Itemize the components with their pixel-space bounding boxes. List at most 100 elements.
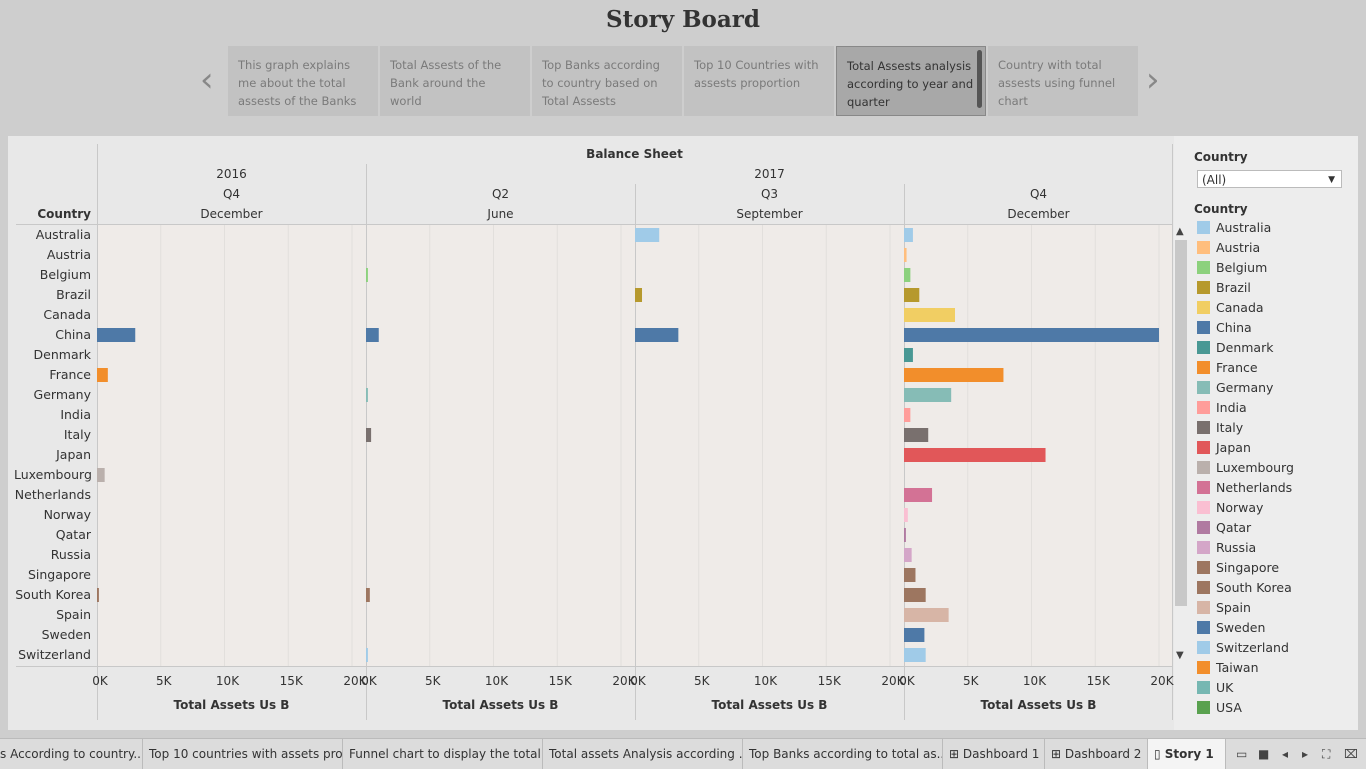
legend-swatch	[1197, 401, 1210, 414]
x-tick-label: 20K	[343, 674, 367, 688]
story-point-2-text: Total Assests of the Bank around the wor…	[390, 58, 502, 108]
row-label: Norway	[43, 507, 91, 522]
fullscreen-icon[interactable]: ⛶	[1322, 747, 1331, 761]
x-tick-label: 15K	[817, 674, 841, 688]
legend-swatch	[1197, 681, 1210, 694]
x-axis-title: Total Assets Us B	[980, 698, 1097, 712]
row-label: Qatar	[55, 527, 91, 542]
legend-label: Singapore	[1216, 560, 1280, 575]
scroll-down-icon[interactable]: ▼	[1176, 650, 1184, 661]
legend-swatch	[1197, 341, 1210, 354]
quarter-header: Q4	[1029, 187, 1048, 201]
story-point-2[interactable]: Total Assests of the Bank around the wor…	[380, 46, 530, 116]
row-header: Country	[37, 207, 91, 221]
year-header: 2017	[754, 167, 785, 181]
tab-sheet-2[interactable]: Top 10 countries with assets pro...	[143, 739, 343, 769]
story-point-6[interactable]: Country with total assests using funnel …	[988, 46, 1138, 116]
legend-label: Australia	[1216, 220, 1272, 235]
x-tick-label: 0K	[92, 674, 108, 688]
row-label: South Korea	[15, 587, 91, 602]
legend-label: Netherlands	[1216, 480, 1293, 495]
x-axis-title: Total Assets Us B	[442, 698, 559, 712]
legend-label: Russia	[1216, 540, 1257, 555]
tab-label: Top Banks according to total as...	[749, 747, 943, 761]
tab-sheet-3[interactable]: Funnel chart to display the total ...	[343, 739, 543, 769]
scrollbar-thumb[interactable]	[1175, 240, 1187, 606]
month-header: September	[736, 207, 803, 221]
row-label: Italy	[63, 427, 91, 442]
story-point-3[interactable]: Top Banks according to country based on …	[532, 46, 682, 116]
legend-label: Austria	[1216, 240, 1261, 255]
tab-sheet-1[interactable]: s According to country...	[0, 739, 143, 769]
tab-dashboard-2[interactable]: ⊞ Dashboard 2	[1045, 739, 1148, 769]
scroll-up-icon[interactable]: ▲	[1176, 226, 1184, 237]
x-tick-label: 5K	[693, 674, 710, 688]
legend-label: Luxembourg	[1216, 460, 1294, 475]
x-tick-label: 15K	[548, 674, 572, 688]
x-axis-title: Total Assets Us B	[173, 698, 290, 712]
x-tick-label: 15K	[279, 674, 303, 688]
chart-panel	[8, 136, 1358, 730]
legend-label: Norway	[1216, 500, 1264, 515]
legend-swatch	[1197, 661, 1210, 674]
row-label: Brazil	[56, 287, 91, 302]
x-tick-label: 0K	[899, 674, 915, 688]
legend-swatch	[1197, 641, 1210, 654]
legend-label: France	[1216, 360, 1258, 375]
x-axis-title: Total Assets Us B	[711, 698, 828, 712]
x-tick-label: 15K	[1086, 674, 1110, 688]
row-label: Japan	[56, 447, 91, 462]
sheet-tab-bar: s According to country... Top 10 countri…	[0, 738, 1366, 769]
row-label: Netherlands	[14, 487, 91, 502]
tabs-icon[interactable]: ■	[1258, 747, 1270, 761]
legend-label: South Korea	[1216, 580, 1292, 595]
quarter-header: Q2	[491, 187, 510, 201]
filmstrip-icon[interactable]: ▭	[1236, 747, 1248, 761]
row-label: Australia	[35, 227, 91, 242]
legend-swatch	[1197, 381, 1210, 394]
tab-story-1[interactable]: ▯ Story 1	[1148, 739, 1226, 769]
story-point-5[interactable]: Total Assests analysis according to year…	[836, 46, 986, 116]
row-label: Luxembourg	[14, 467, 92, 482]
x-tick-label: 20K	[881, 674, 905, 688]
legend-swatch	[1197, 621, 1210, 634]
legend-label: Brazil	[1216, 280, 1251, 295]
story-point-1[interactable]: This graph explains me about the total a…	[228, 46, 378, 116]
story-point-scrollbar[interactable]	[977, 50, 982, 108]
story-point-4[interactable]: Top 10 Countries with assests proportion	[684, 46, 834, 116]
x-tick-label: 0K	[630, 674, 646, 688]
tab-sheet-5[interactable]: Top Banks according to total as...	[743, 739, 943, 769]
chart-title: Balance Sheet	[586, 147, 683, 161]
story-point-4-text: Top 10 Countries with assests proportion	[694, 58, 819, 90]
legend-swatch	[1197, 501, 1210, 514]
tab-label: Dashboard 1	[962, 747, 1040, 761]
country-filter-dropdown[interactable]: (All) ▼	[1197, 170, 1342, 188]
tab-dashboard-1[interactable]: ⊞ Dashboard 1	[943, 739, 1045, 769]
legend-title: Country	[1194, 202, 1248, 216]
x-tick-label: 10K	[1022, 674, 1047, 688]
x-tick-label: 10K	[484, 674, 509, 688]
legend-label: Taiwan	[1216, 660, 1259, 675]
row-label: Denmark	[33, 347, 91, 362]
tab-sheet-4[interactable]: Total assets Analysis according ...	[543, 739, 743, 769]
next-story-point-button[interactable]: ›	[1146, 60, 1160, 100]
x-tick-label: 20K	[1150, 674, 1174, 688]
legend-swatch	[1197, 541, 1210, 554]
chart-scrollbar[interactable]: ▲ ▼	[1174, 226, 1188, 666]
legend-label: China	[1216, 320, 1252, 335]
x-tick-label: 20K	[612, 674, 636, 688]
row-label: Austria	[46, 247, 91, 262]
prev-sheet-icon[interactable]: ◂	[1282, 747, 1289, 761]
story-point-6-text: Country with total assests using funnel …	[998, 58, 1116, 108]
country-filter-value: (All)	[1202, 173, 1227, 187]
legend-swatch	[1197, 521, 1210, 534]
tab-label: Story 1	[1164, 747, 1214, 761]
legend-swatch	[1197, 301, 1210, 314]
next-sheet-icon[interactable]: ▸	[1302, 747, 1309, 761]
presentation-icon[interactable]: ⌧	[1344, 747, 1358, 761]
tab-label: Dashboard 2	[1064, 747, 1142, 761]
legend-label: Spain	[1216, 600, 1251, 615]
prev-story-point-button[interactable]: ‹	[200, 60, 214, 100]
month-header: June	[487, 207, 514, 221]
row-label: Russia	[50, 547, 91, 562]
